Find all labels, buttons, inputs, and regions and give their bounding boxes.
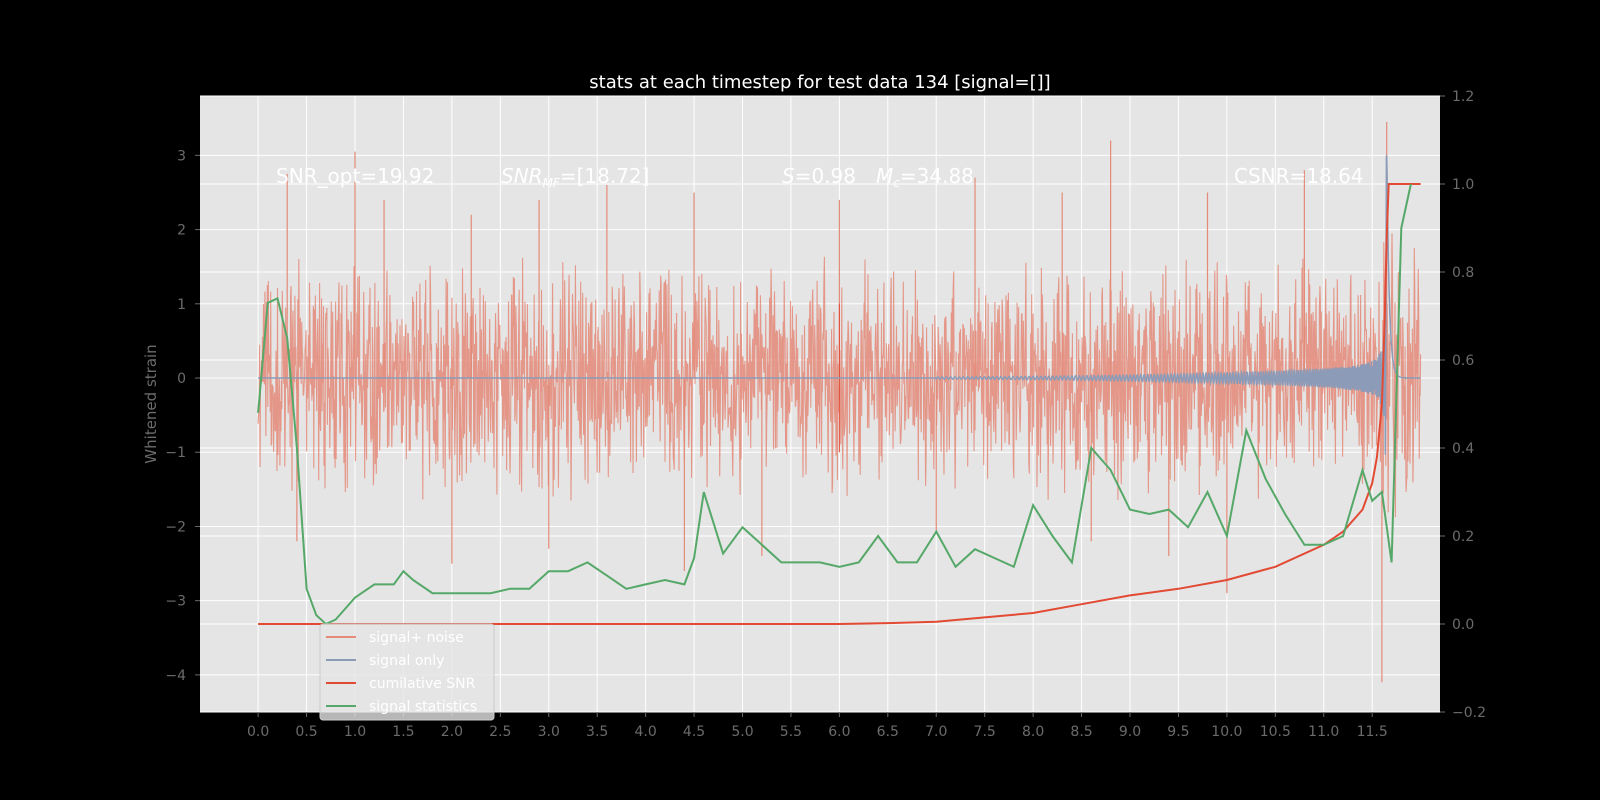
- y-right-tick-label: 0.4: [1452, 441, 1474, 457]
- legend-label-signal-statistics: signal statistics: [369, 699, 477, 715]
- x-tick-label: 8.0: [1022, 724, 1044, 740]
- series-line-cumulative-snr: [258, 183, 1421, 625]
- series-layer: [257, 121, 1422, 683]
- y-tick-label: −3: [165, 594, 186, 610]
- y-right-tick-label: 0.2: [1452, 529, 1474, 545]
- series-line-signal-only: [258, 155, 1421, 455]
- legend: signal+ noise signal only cumilative SNR…: [319, 623, 495, 721]
- snr-mf-symbol: SNR: [501, 164, 543, 188]
- x-tick-label: 0.0: [247, 724, 269, 740]
- y-right-tick-label: 0.0: [1452, 617, 1474, 633]
- x-tick-label: 7.0: [925, 724, 947, 740]
- legend-label-signal-noise: signal+ noise: [369, 630, 464, 646]
- x-tick-label: 8.5: [1070, 724, 1092, 740]
- y-tick-label: −2: [165, 519, 186, 535]
- x-tick-label: 6.5: [877, 724, 899, 740]
- y-tick-label: 0: [177, 371, 186, 387]
- x-tick-label: 11.5: [1357, 724, 1388, 740]
- y-right-tick-label: 1.0: [1452, 177, 1474, 193]
- x-tick-label: 10.5: [1260, 724, 1291, 740]
- axis-ticks: 0.0 0.5 1.0 1.5 2.0 2.5 3.0 3.5 4.0 4.5 5.0 5.5 6.0 6…: [165, 89, 1486, 740]
- x-tick-label: 3.5: [586, 724, 608, 740]
- snr-mf-value: =[18.72]: [560, 164, 650, 188]
- snr-mf-subscript: MF: [543, 176, 561, 190]
- y-tick-label: 1: [177, 297, 186, 313]
- x-tick-label: 11.0: [1308, 724, 1339, 740]
- x-tick-label: 2.5: [489, 724, 511, 740]
- x-tick-label: 0.5: [295, 724, 317, 740]
- legend-box: [319, 623, 495, 721]
- x-tick-label: 6.0: [828, 724, 850, 740]
- y-tick-label: −1: [165, 445, 186, 461]
- y-tick-label: 3: [177, 148, 186, 164]
- x-tick-label: 2.0: [441, 724, 463, 740]
- x-tick-label: 7.5: [974, 724, 996, 740]
- s-symbol: S: [782, 164, 795, 188]
- x-tick-label: 9.5: [1167, 724, 1189, 740]
- y-right-tick-label: 0.6: [1452, 353, 1474, 369]
- series-line-signal-statistics: [257, 183, 1412, 626]
- x-tick-label: 1.5: [392, 724, 414, 740]
- y-right-tick-label: 1.2: [1452, 89, 1474, 105]
- x-tick-label: 1.0: [344, 724, 366, 740]
- x-tick-label: 9.0: [1119, 724, 1141, 740]
- y-right-tick-label: −0.2: [1452, 705, 1486, 721]
- y-right-tick-label: 0.8: [1452, 265, 1474, 281]
- annotation-csnr: CSNR=18.64: [1234, 164, 1364, 188]
- x-tick-label: 4.5: [683, 724, 705, 740]
- chart-title: stats at each timestep for test data 134…: [589, 72, 1050, 93]
- annotation-snr-opt: SNR_opt=19.92: [276, 164, 434, 188]
- y-tick-label: −4: [165, 668, 186, 684]
- mc-subscript: c: [893, 176, 900, 190]
- y-tick-label: 2: [177, 223, 186, 239]
- x-tick-label: 10.0: [1211, 724, 1242, 740]
- mc-value: =34.88: [900, 164, 974, 188]
- legend-label-signal-only: signal only: [369, 653, 444, 669]
- annotations: SNR_opt=19.92 SNRMF=[18.72] S=0.98 Mc=34…: [276, 164, 1364, 190]
- legend-label-cumulative-snr: cumilative SNR: [369, 676, 476, 692]
- x-tick-label: 4.0: [634, 724, 656, 740]
- s-value: =0.98: [795, 164, 856, 188]
- y-axis-label: Whitened strain: [142, 344, 160, 463]
- x-tick-label: 5.5: [780, 724, 802, 740]
- annotation-s: S=0.98: [782, 164, 856, 188]
- annotation-mc: Mc=34.88: [876, 164, 974, 190]
- annotation-snr-mf: SNRMF=[18.72]: [501, 164, 649, 190]
- x-tick-label: 3.0: [538, 724, 560, 740]
- mc-symbol: M: [876, 164, 893, 188]
- x-tick-label: 5.0: [731, 724, 753, 740]
